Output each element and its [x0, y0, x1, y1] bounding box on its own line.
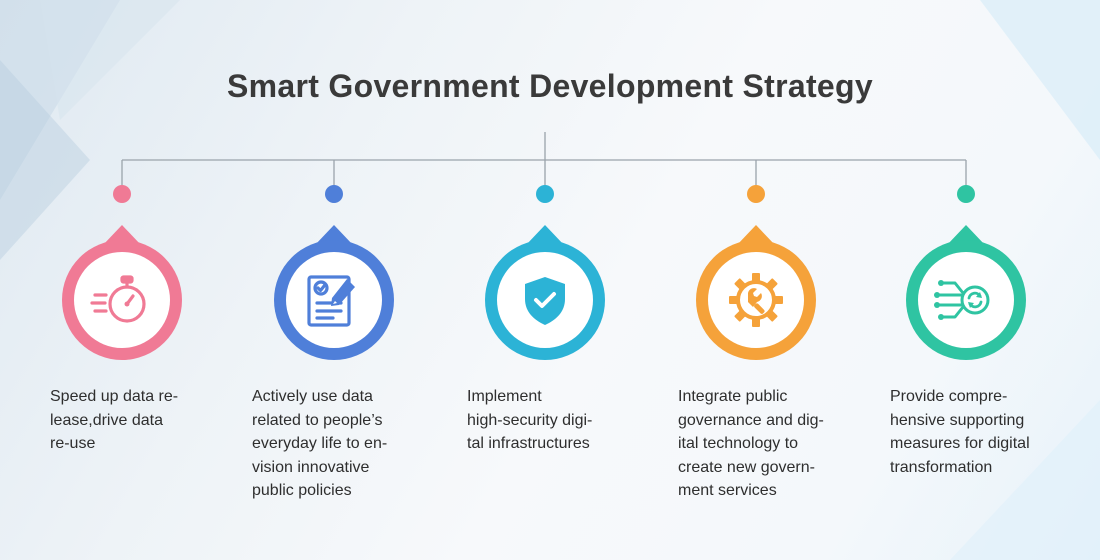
node-dot: [747, 185, 765, 203]
caption-line: tal infrastructures: [467, 435, 590, 452]
caption-line: re-use: [50, 435, 96, 452]
caption-line: public policies: [252, 482, 352, 499]
strategy-item-1: Speed up data re- lease,drive data re-us…: [22, 185, 222, 515]
caption-line: ital technology to: [678, 435, 799, 452]
node-dot: [957, 185, 975, 203]
item-caption: Speed up data re- lease,drive data re-us…: [50, 385, 250, 456]
caption-line: governance and dig-: [678, 411, 824, 429]
caption-line: hensive supporting: [890, 411, 1025, 429]
stopwatch-icon: [90, 275, 146, 323]
caption-line: Speed up data re-: [50, 388, 179, 405]
shield-check-icon: [525, 277, 565, 325]
strategy-item-3: Implement high-security digi- tal infras…: [445, 185, 645, 515]
document-edit-icon: [307, 275, 355, 327]
item-caption: Implement high-security digi- tal infras…: [467, 385, 667, 456]
caption-line: related to people’s: [252, 411, 383, 429]
item-caption: Integrate public governance and dig- ita…: [678, 385, 878, 503]
caption-line: lease,drive data: [50, 411, 163, 429]
caption-line: measures for digital: [890, 435, 1030, 452]
strategy-item-5: Provide compre- hensive supporting measu…: [866, 185, 1066, 515]
caption-line: vision innovative: [252, 458, 370, 476]
circuit-sync-icon: [934, 280, 990, 320]
strategy-item-2: Actively use data related to people’s ev…: [234, 185, 434, 515]
icon-circle: [696, 240, 816, 360]
strategy-item-4: Integrate public governance and dig- ita…: [656, 185, 856, 515]
node-dot: [536, 185, 554, 203]
item-caption: Actively use data related to people’s ev…: [252, 385, 452, 503]
caption-line: Integrate public: [678, 388, 788, 405]
icon-circle: [485, 240, 605, 360]
page-title: Smart Government Development Strategy: [227, 68, 873, 104]
node-dot: [325, 185, 343, 203]
icon-circle: [906, 240, 1026, 360]
caption-line: Provide compre-: [890, 388, 1008, 405]
caption-line: create new govern-: [678, 458, 815, 476]
icon-circle: [274, 240, 394, 360]
gear-wrench-icon: [729, 273, 783, 327]
caption-line: Actively use data: [252, 388, 373, 405]
node-dot: [113, 185, 131, 203]
icon-circle: [62, 240, 182, 360]
caption-line: high-security digi-: [467, 411, 593, 429]
caption-line: Implement: [467, 388, 542, 405]
caption-line: transformation: [890, 458, 993, 476]
caption-line: ment services: [678, 482, 777, 499]
caption-line: everyday life to en-: [252, 435, 388, 452]
item-caption: Provide compre- hensive supporting measu…: [890, 385, 1090, 479]
